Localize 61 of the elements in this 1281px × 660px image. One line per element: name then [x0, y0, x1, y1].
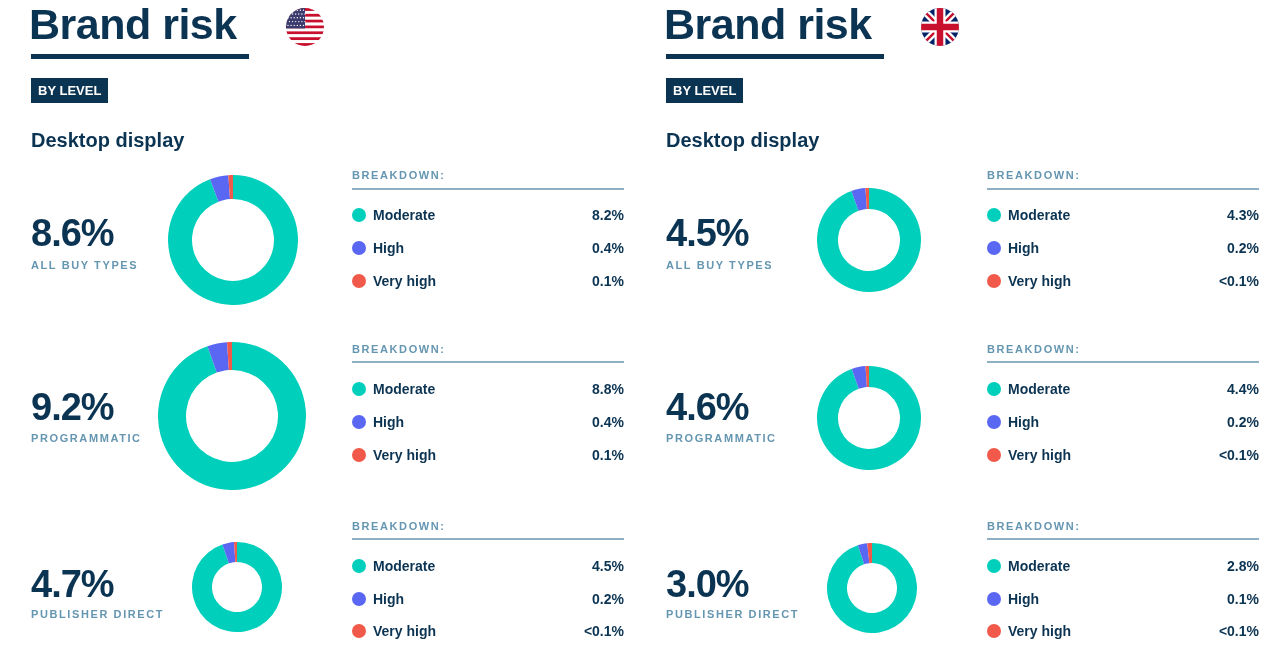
data-label: 0.1%	[1227, 591, 1259, 608]
text: 8.6%	[31, 211, 114, 254]
text: 4.6%	[666, 385, 749, 428]
legend-label: Moderate	[1008, 207, 1071, 224]
data-label: 8.2%	[592, 207, 624, 224]
text: PROGRAMMATIC	[31, 431, 142, 444]
legend-label: Very high	[1008, 447, 1072, 464]
legend-title: BREAKDOWN:	[987, 519, 1081, 532]
text: 4.5%	[666, 211, 749, 254]
legend-label: High	[373, 414, 405, 431]
data-label: 4.4%	[1227, 381, 1259, 398]
data-label: 0.2%	[1227, 240, 1259, 257]
text: Desktop display	[31, 129, 185, 151]
legend-label: Very high	[1008, 273, 1072, 290]
badge: BY LEVEL	[666, 78, 744, 103]
data-label: <0.1%	[583, 623, 624, 640]
data-label: 0.4%	[592, 414, 624, 431]
chart-subtitle: BY LEVEL	[38, 83, 102, 98]
legend-label: Very high	[1008, 623, 1072, 640]
data-label: 4.3%	[1227, 207, 1259, 224]
legend-label: Moderate	[373, 381, 436, 398]
legend-label: Moderate	[373, 207, 436, 224]
data-label: 4.5%	[592, 558, 624, 575]
legend-label: Moderate	[1008, 381, 1071, 398]
legend-label: High	[1008, 240, 1040, 257]
data-label: 0.4%	[592, 240, 624, 257]
legend-label: High	[1008, 414, 1040, 431]
text: PUBLISHER DIRECT	[31, 607, 165, 620]
legend-title: BREAKDOWN:	[352, 519, 446, 532]
text: PUBLISHER DIRECT	[666, 607, 800, 620]
legend-label: Moderate	[1008, 558, 1071, 575]
legend-label: Moderate	[373, 558, 436, 575]
legend-title: BREAKDOWN:	[987, 342, 1081, 355]
text: 3.0%	[666, 562, 749, 605]
text: PROGRAMMATIC	[666, 431, 777, 444]
text: 9.2%	[31, 385, 114, 428]
legend-label: High	[373, 240, 405, 257]
text: ALL BUY TYPES	[666, 258, 774, 271]
data-label: 0.2%	[592, 591, 624, 608]
legend-title: BREAKDOWN:	[987, 168, 1081, 181]
legend-label: Very high	[373, 623, 437, 640]
data-label: <0.1%	[1218, 623, 1259, 640]
chart-title: Brand risk	[664, 0, 872, 49]
legend-title: BREAKDOWN:	[352, 342, 446, 355]
data-label: 0.2%	[1227, 414, 1259, 431]
data-label: 0.1%	[592, 273, 624, 290]
badge: BY LEVEL	[31, 78, 109, 103]
chart-title: Brand risk	[29, 0, 237, 49]
data-label: <0.1%	[1218, 273, 1259, 290]
data-label: 2.8%	[1227, 558, 1259, 575]
text: 4.7%	[31, 562, 114, 605]
data-label: <0.1%	[1218, 447, 1259, 464]
legend-label: Very high	[373, 447, 437, 464]
legend-label: Very high	[373, 273, 437, 290]
data-label: 8.8%	[592, 381, 624, 398]
data-label: 0.1%	[592, 447, 624, 464]
legend-label: High	[373, 591, 405, 608]
text: ALL BUY TYPES	[31, 258, 139, 271]
text: Desktop display	[666, 129, 820, 151]
legend-label: High	[1008, 591, 1040, 608]
legend-title: BREAKDOWN:	[352, 168, 446, 181]
